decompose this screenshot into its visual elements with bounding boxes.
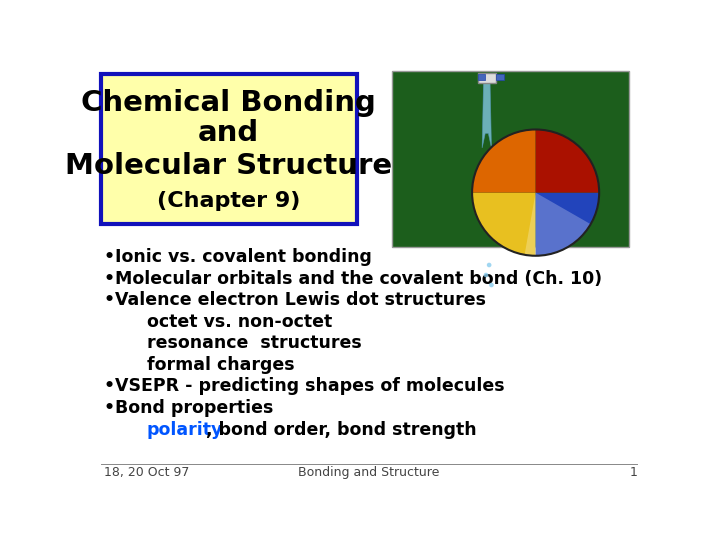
Text: Molecular orbitals and the covalent bond (Ch. 10): Molecular orbitals and the covalent bond…	[114, 269, 602, 288]
Text: , bond order, bond strength: , bond order, bond strength	[206, 421, 477, 438]
Circle shape	[489, 283, 494, 287]
Text: (Chapter 9): (Chapter 9)	[157, 191, 300, 211]
Text: formal charges: formal charges	[147, 356, 294, 374]
Text: Valence electron Lewis dot structures: Valence electron Lewis dot structures	[114, 291, 486, 309]
Text: Bond properties: Bond properties	[114, 399, 273, 417]
Text: and: and	[198, 119, 259, 146]
Wedge shape	[536, 130, 599, 193]
FancyBboxPatch shape	[477, 74, 485, 80]
Text: •: •	[104, 269, 121, 288]
Wedge shape	[536, 193, 599, 256]
Polygon shape	[482, 75, 492, 148]
Text: Chemical Bonding: Chemical Bonding	[81, 89, 376, 117]
Text: octet vs. non-octet: octet vs. non-octet	[147, 313, 332, 330]
FancyBboxPatch shape	[496, 74, 504, 80]
Text: Ionic vs. covalent bonding: Ionic vs. covalent bonding	[114, 248, 372, 266]
FancyBboxPatch shape	[392, 71, 629, 247]
Text: •: •	[104, 377, 121, 395]
Text: •: •	[104, 399, 121, 417]
Wedge shape	[472, 193, 536, 256]
FancyBboxPatch shape	[101, 74, 356, 224]
Text: resonance  structures: resonance structures	[147, 334, 361, 352]
Text: Bonding and Structure: Bonding and Structure	[298, 467, 440, 480]
Circle shape	[487, 262, 492, 267]
Text: Molecular Structure: Molecular Structure	[66, 152, 392, 180]
Text: 1: 1	[629, 467, 637, 480]
Text: 18, 20 Oct 97: 18, 20 Oct 97	[104, 467, 189, 480]
Wedge shape	[472, 130, 536, 193]
Text: •: •	[104, 248, 121, 266]
Text: •: •	[104, 291, 121, 309]
Text: polarity: polarity	[147, 421, 223, 438]
FancyBboxPatch shape	[477, 72, 496, 83]
Text: VSEPR - predicting shapes of molecules: VSEPR - predicting shapes of molecules	[114, 377, 505, 395]
Circle shape	[484, 273, 488, 278]
Wedge shape	[525, 193, 590, 256]
